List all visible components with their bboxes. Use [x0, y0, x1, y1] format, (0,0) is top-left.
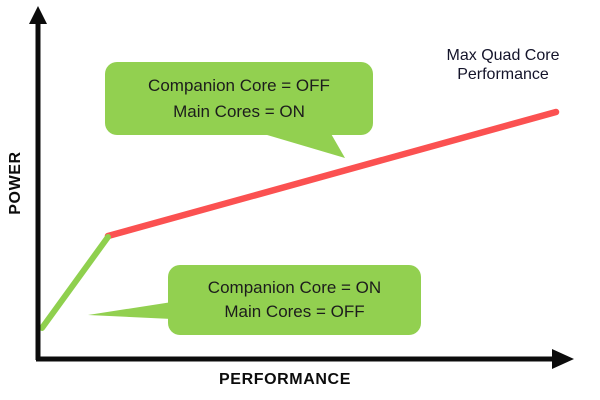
max-quad-annotation-line1: Max Quad Core: [446, 47, 560, 64]
callout-companion-core-off: Companion Core = OFF Main Cores = ON: [105, 62, 373, 135]
y-axis-label: POWER: [7, 151, 24, 215]
callout-bottom-tail: [88, 302, 172, 319]
max-quad-core-annotation: Max Quad Core Performance: [433, 46, 573, 84]
max-quad-annotation-line2: Performance: [457, 66, 549, 83]
x-axis-label: PERFORMANCE: [219, 371, 351, 388]
callout-companion-core-on: Companion Core = ON Main Cores = OFF: [168, 265, 421, 335]
y-axis-arrowhead-icon: [29, 6, 47, 24]
callout-top-line2: Main Cores = ON: [173, 101, 305, 121]
green-line-companion-core-on: [39, 234, 111, 331]
red-line-main-cores-on: [104, 108, 560, 240]
x-axis-arrowhead-icon: [552, 349, 574, 369]
callout-top-tail: [257, 132, 345, 158]
callout-bottom-line2: Main Cores = OFF: [224, 302, 365, 321]
callout-top-line1: Companion Core = OFF: [148, 75, 330, 95]
callout-bottom-line1: Companion Core = ON: [207, 278, 382, 297]
